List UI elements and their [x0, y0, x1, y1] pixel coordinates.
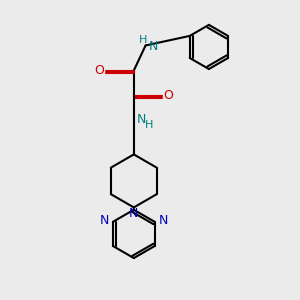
Text: N: N	[128, 207, 138, 220]
Text: N: N	[158, 214, 168, 227]
Text: H: H	[139, 35, 147, 45]
Text: O: O	[163, 89, 173, 102]
Text: N: N	[148, 40, 158, 52]
Text: O: O	[94, 64, 104, 77]
Text: H: H	[145, 120, 153, 130]
Text: N: N	[100, 214, 109, 227]
Text: N: N	[137, 113, 146, 127]
